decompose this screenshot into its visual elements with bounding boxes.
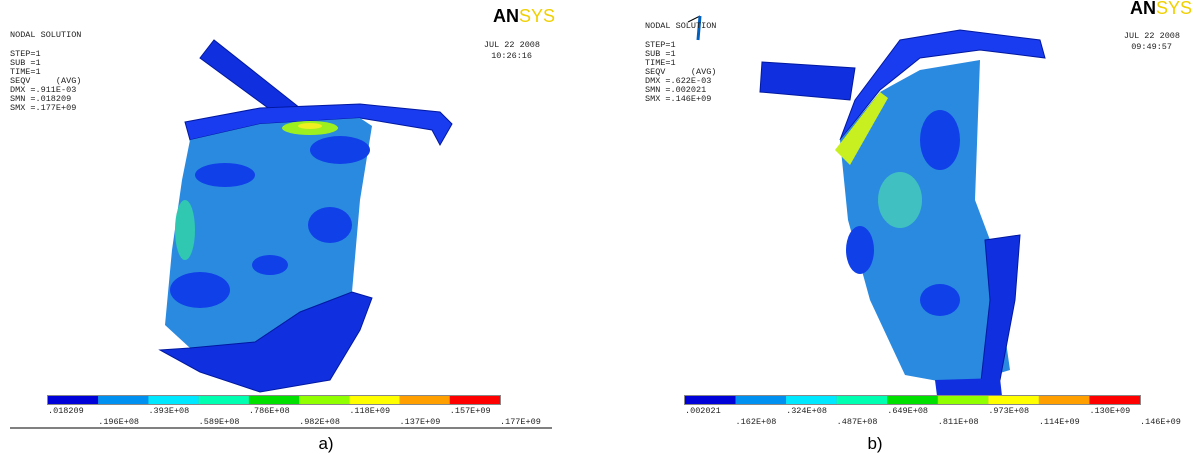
legend-label: .146E+09 <box>1140 417 1181 427</box>
legend-label: .177E+09 <box>500 417 541 427</box>
colorbar-segment <box>988 396 1039 404</box>
legend-label: .196E+08 <box>98 417 139 427</box>
header-line: SMX =.146E+09 <box>645 94 711 104</box>
header-line: SMX =.177E+09 <box>10 103 76 113</box>
legend-label: .162E+08 <box>736 417 777 427</box>
legend-label: .114E+09 <box>1039 417 1080 427</box>
model-a <box>160 40 452 392</box>
caption: a) <box>318 434 333 453</box>
colorbar-segment <box>1039 396 1090 404</box>
colorbar-segment <box>685 396 736 404</box>
date: JUL 22 2008 <box>1124 31 1180 41</box>
colorbar-segment <box>1089 396 1140 404</box>
logo: ANSYS <box>1130 0 1192 18</box>
legend-label: .649E+08 <box>887 406 928 416</box>
legend-label: .973E+08 <box>988 406 1029 416</box>
time: 09:49:57 <box>1131 42 1172 52</box>
caption: b) <box>867 434 882 453</box>
legend-label: .002021 <box>685 406 721 416</box>
legend-label: .786E+08 <box>249 406 290 416</box>
legend-label: .589E+08 <box>199 417 240 427</box>
colorbar-segment <box>199 396 249 404</box>
colorbar-segment <box>938 396 989 404</box>
colorbar-segment <box>450 396 500 404</box>
colorbar-segment <box>786 396 837 404</box>
colorbar-segment <box>400 396 450 404</box>
legend-label: .324E+08 <box>786 406 827 416</box>
date: JUL 22 2008 <box>484 40 540 50</box>
logo-light: SYS <box>519 6 555 26</box>
colorbar-segment <box>98 396 148 404</box>
colorbar-segment <box>887 396 938 404</box>
colorbar-segment <box>48 396 98 404</box>
colorbar-segment <box>349 396 399 404</box>
legend-label: .137E+09 <box>400 417 441 427</box>
logo-bold: AN <box>1130 0 1156 18</box>
colorbar-segment <box>148 396 198 404</box>
time: 10:26:16 <box>491 51 532 61</box>
colorbar-segment <box>736 396 787 404</box>
model-b <box>688 16 1045 396</box>
legend-label: .157E+09 <box>450 406 491 416</box>
colorbar-segment <box>249 396 299 404</box>
colorbar-segment <box>299 396 349 404</box>
logo: ANSYS <box>493 6 555 26</box>
logo-light: SYS <box>1156 0 1192 18</box>
header-line: NODAL SOLUTION <box>10 30 81 40</box>
figure: NODAL SOLUTIONSTEP=1SUB =1TIME=1SEQV (AV… <box>0 0 1194 454</box>
legend-label: .393E+08 <box>148 406 189 416</box>
legend-label: .118E+09 <box>349 406 390 416</box>
colorbar-segment <box>837 396 888 404</box>
header-line: NODAL SOLUTION <box>645 21 716 31</box>
legend-label: .487E+08 <box>837 417 878 427</box>
legend-label: .982E+08 <box>299 417 340 427</box>
legend-label: .811E+08 <box>938 417 979 427</box>
legend-label: .130E+09 <box>1089 406 1130 416</box>
legend-label: .018209 <box>48 406 84 416</box>
logo-bold: AN <box>493 6 519 26</box>
